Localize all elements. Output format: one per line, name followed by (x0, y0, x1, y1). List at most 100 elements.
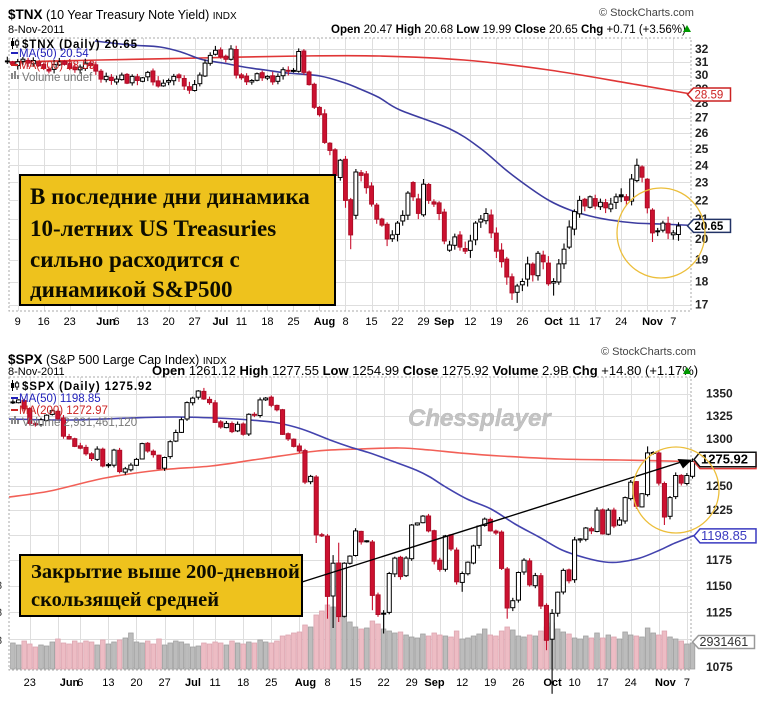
svg-text:31: 31 (695, 55, 709, 69)
svg-text:24: 24 (625, 677, 637, 689)
svg-text:1300: 1300 (706, 432, 733, 446)
svg-text:динамикой S&P500: динамикой S&P500 (30, 277, 233, 302)
svg-text:1075: 1075 (706, 660, 733, 674)
svg-text:23: 23 (64, 316, 76, 328)
svg-text:11: 11 (236, 316, 247, 328)
svg-text:1275.92: 1275.92 (701, 452, 748, 467)
svg-text:3: 3 (0, 607, 2, 619)
svg-text:26: 26 (516, 316, 528, 328)
svg-text:Nov: Nov (642, 316, 664, 328)
svg-text:20: 20 (162, 316, 174, 328)
svg-text:Open 20.47 High 20.68 Low 19.9: Open 20.47 High 20.68 Low 19.99 Close 20… (331, 24, 686, 36)
svg-text:Aug: Aug (295, 677, 316, 689)
svg-text:20.65: 20.65 (695, 221, 724, 233)
svg-text:29: 29 (406, 677, 418, 689)
svg-text:1325: 1325 (706, 409, 733, 423)
svg-text:8-Nov-2011: 8-Nov-2011 (8, 366, 65, 378)
svg-text:13: 13 (136, 316, 148, 328)
svg-text:19: 19 (484, 677, 496, 689)
svg-text:26: 26 (512, 677, 524, 689)
svg-text:12: 12 (456, 677, 468, 689)
svg-text:Aug: Aug (314, 316, 335, 328)
svg-text:1175: 1175 (706, 553, 732, 567)
svg-text:1350: 1350 (706, 387, 733, 401)
svg-text:11: 11 (569, 316, 580, 328)
svg-text:Nov: Nov (655, 677, 677, 689)
svg-text:сильно расходится с: сильно расходится с (30, 247, 240, 272)
svg-text:26: 26 (695, 126, 709, 140)
svg-text:25: 25 (265, 677, 277, 689)
svg-text:13: 13 (102, 677, 114, 689)
svg-text:18: 18 (237, 677, 249, 689)
svg-text:2931461: 2931461 (700, 635, 749, 649)
svg-text:$SPX (S&P 500 Large Cap Index): $SPX (S&P 500 Large Cap Index) INDX (8, 352, 227, 367)
svg-text:17: 17 (589, 316, 601, 328)
svg-text:30: 30 (695, 68, 709, 82)
svg-text:29: 29 (417, 316, 429, 328)
svg-text:8-Nov-2011: 8-Nov-2011 (8, 24, 65, 36)
svg-text:25: 25 (287, 316, 299, 328)
svg-text:28.59: 28.59 (695, 90, 724, 102)
svg-text:27: 27 (158, 677, 170, 689)
svg-text:22: 22 (391, 316, 403, 328)
svg-text:Chessplayer: Chessplayer (408, 405, 552, 432)
svg-text:11: 11 (209, 677, 220, 689)
svg-text:© StockCharts.com: © StockCharts.com (601, 346, 696, 358)
svg-text:1250: 1250 (706, 479, 733, 493)
svg-text:$TNX (Daily) 20.65: $TNX (Daily) 20.65 (22, 39, 138, 51)
svg-text:В последние дни динамика: В последние дни динамика (30, 184, 310, 209)
svg-text:MA(200) 28.59: MA(200) 28.59 (19, 60, 95, 72)
svg-text:$SPX (Daily) 1275.92: $SPX (Daily) 1275.92 (22, 381, 153, 393)
svg-text:1125: 1125 (706, 605, 732, 619)
svg-text:23: 23 (695, 176, 709, 190)
svg-text:$TNX (10 Year Treasury Note Yi: $TNX (10 Year Treasury Note Yield) INDX (8, 7, 237, 22)
svg-text:1198.85: 1198.85 (701, 528, 747, 543)
svg-text:8: 8 (342, 316, 348, 328)
svg-text:27: 27 (695, 111, 709, 125)
svg-text:18: 18 (261, 316, 273, 328)
svg-text:15: 15 (365, 316, 377, 328)
svg-text:1150: 1150 (706, 579, 732, 593)
svg-text:Jun: Jun (60, 677, 80, 689)
svg-text:3: 3 (0, 580, 2, 592)
svg-text:MA(200) 1272.97: MA(200) 1272.97 (19, 405, 108, 417)
svg-text:Oct: Oct (544, 316, 563, 328)
svg-text:17: 17 (695, 298, 709, 312)
svg-text:Jun: Jun (96, 316, 116, 328)
svg-text:20: 20 (695, 232, 709, 246)
svg-text:Sep: Sep (434, 316, 454, 328)
svg-text:17: 17 (597, 677, 609, 689)
svg-text:9: 9 (15, 316, 21, 328)
svg-text:12: 12 (464, 316, 476, 328)
svg-text:10-летних US Treasuries: 10-летних US Treasuries (30, 216, 276, 241)
svg-text:1225: 1225 (706, 503, 733, 517)
svg-text:Oct: Oct (543, 677, 562, 689)
svg-text:Закрытие выше 200-дневной: Закрытие выше 200-дневной (31, 561, 300, 583)
svg-text:15: 15 (349, 677, 361, 689)
svg-text:16: 16 (38, 316, 50, 328)
svg-text:6: 6 (77, 677, 83, 689)
svg-text:7: 7 (670, 316, 676, 328)
svg-text:22: 22 (695, 193, 709, 207)
svg-text:22: 22 (377, 677, 389, 689)
svg-text:Open 1261.12 High 1277.55 Low: Open 1261.12 High 1277.55 Low 1254.99 Cl… (152, 363, 698, 378)
svg-text:25: 25 (695, 142, 709, 156)
svg-text:8: 8 (324, 677, 330, 689)
svg-text:© StockCharts.com: © StockCharts.com (599, 7, 694, 19)
svg-text:скользящей средней: скользящей средней (31, 589, 219, 611)
svg-text:23: 23 (24, 677, 36, 689)
svg-text:Sep: Sep (424, 677, 444, 689)
svg-text:MA(50) 20.54: MA(50) 20.54 (19, 48, 89, 60)
svg-text:20: 20 (130, 677, 142, 689)
svg-text:Jul: Jul (185, 677, 201, 689)
svg-text:32: 32 (695, 42, 709, 56)
svg-text:Jul: Jul (212, 316, 228, 328)
svg-text:24: 24 (695, 158, 709, 172)
svg-text:7: 7 (684, 677, 690, 689)
svg-text:Volume 2,931,461,120: Volume 2,931,461,120 (22, 417, 137, 429)
svg-text:6: 6 (114, 316, 120, 328)
svg-text:19: 19 (490, 316, 502, 328)
svg-text:MA(50) 1198.85: MA(50) 1198.85 (19, 393, 101, 405)
svg-text:24: 24 (615, 316, 627, 328)
svg-text:27: 27 (188, 316, 200, 328)
